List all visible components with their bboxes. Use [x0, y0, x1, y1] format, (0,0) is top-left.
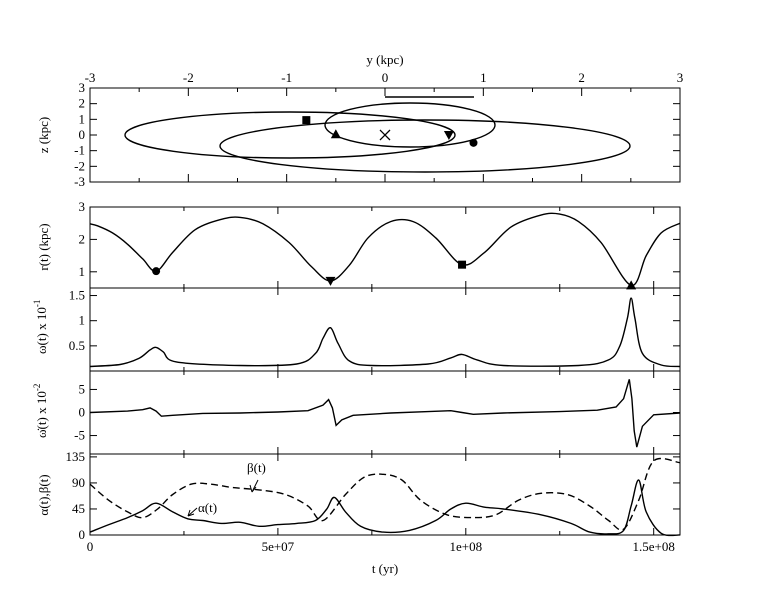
- radius-triangle-down-marker: [325, 276, 336, 286]
- orbit-x-tick-label: -1: [281, 70, 292, 85]
- orbit-y-tick-label: 3: [79, 80, 86, 95]
- radius-triangle-up-marker: [626, 280, 637, 290]
- omega-dot-frame: [89, 370, 681, 455]
- orbit-x-tick-label: 3: [677, 70, 684, 85]
- omega-y-tick-label: 1.5: [69, 288, 85, 303]
- angles-y-tick-label: 45: [72, 501, 85, 516]
- angles-series-labels: β(t) α(t): [187, 460, 266, 517]
- orbit-x-tick-label: -3: [85, 70, 96, 85]
- orbit-y-tick-label: 2: [79, 96, 86, 111]
- radius-y-tick-label: 2: [79, 231, 86, 246]
- orbit-square-marker: [302, 116, 311, 125]
- angles-panel: α(t),β(t) t (yr) 0 5e+07 1e+08 1.5e+08 135 90…: [36, 449, 681, 576]
- orbit-center-cross-marker: [379, 129, 391, 141]
- radius-frame: [89, 206, 681, 289]
- angles-ylabel: α(t),β(t): [36, 474, 51, 515]
- orbit-x-tick-label: 2: [578, 70, 585, 85]
- orbit-triangle-up-marker: [330, 129, 341, 139]
- beta-series-line: [89, 457, 681, 531]
- radius-ylabel: r(t) (kpc): [36, 223, 51, 270]
- orbit-circle-marker: [469, 138, 478, 147]
- omega-y-tick-label: 1: [79, 313, 86, 328]
- omega-y-tick-label: 0.5: [69, 338, 85, 353]
- omega-ylabel: ω(t) x 10-1: [32, 300, 49, 354]
- orbit-ylabel: z (kpc): [36, 117, 51, 153]
- omega-dot-ylabel: ω̇(t) x 10-2: [32, 384, 49, 438]
- omega-dot-y-tick-label: 5: [79, 381, 86, 396]
- orbit-loop-wide: [219, 119, 631, 173]
- orbit-loop-large: [124, 111, 456, 159]
- beta-label-arrowhead: [249, 484, 257, 493]
- angles-x-tick-label: 5e+07: [262, 539, 295, 554]
- orbit-y-tick-label: -2: [74, 158, 85, 173]
- omega-ylabel-base: ω(t) x 10: [34, 307, 49, 354]
- orbit-x-tick-label: -2: [183, 70, 194, 85]
- orbit-y-tick-label: 1: [79, 111, 86, 126]
- radius-circle-marker: [152, 267, 161, 276]
- omega-dot-y-tick-label: 0: [79, 405, 86, 420]
- omega-ylabel-exp: -1: [32, 300, 42, 308]
- radius-series-line: [89, 212, 681, 287]
- beta-series-label: β(t): [247, 460, 266, 475]
- omega-panel: ω(t) x 10-1 1.5 1 0.5: [32, 287, 681, 372]
- alpha-series-line: [89, 479, 681, 537]
- omega-dot-panel: ω̇(t) x 10-2 5 0 -5: [32, 370, 681, 455]
- orbit-loop-inner: [324, 102, 496, 148]
- angles-y-tick-label: 0: [79, 527, 86, 542]
- alpha-series-label: α(t): [198, 500, 217, 515]
- omega-series-line: [89, 297, 681, 368]
- orbit-x-tick-label: 1: [480, 70, 487, 85]
- alpha-label-arrowhead: [187, 509, 195, 517]
- orbit-top-xlabel: y (kpc): [366, 52, 403, 67]
- orbit-curves: [124, 96, 631, 173]
- radius-square-marker: [458, 260, 467, 269]
- angles-y-tick-label: 90: [72, 475, 85, 490]
- orbit-triangle-down-marker: [443, 131, 454, 140]
- alpha-label-arrow: [187, 507, 198, 517]
- omega-frame: [89, 287, 681, 372]
- angles-x-tick-label: 1.5e+08: [633, 539, 675, 554]
- orbit-x-tick-label: 0: [382, 70, 389, 85]
- orbit-y-tick-label: -1: [74, 143, 85, 158]
- radius-y-tick-label: 1: [79, 264, 86, 279]
- radius-y-tick-label: 3: [79, 199, 86, 214]
- angles-frame: [89, 453, 681, 536]
- angles-y-tick-label: 135: [66, 449, 86, 464]
- radius-panel: r(t) (kpc) 3 2 1: [36, 199, 681, 290]
- orbit-y-tick-label: 0: [79, 127, 86, 142]
- omega-dot-ylabel-base: ω̇(t) x 10: [34, 391, 49, 438]
- angles-x-tick-label: 0: [87, 539, 94, 554]
- angles-x-tick-label: 1e+08: [449, 539, 482, 554]
- omega-dot-y-tick-label: -5: [74, 428, 85, 443]
- omega-dot-series-line: [89, 379, 681, 448]
- orbit-y-tick-label: -3: [74, 174, 85, 189]
- omega-dot-ylabel-exp: -2: [32, 384, 42, 392]
- angles-xlabel: t (yr): [372, 561, 398, 576]
